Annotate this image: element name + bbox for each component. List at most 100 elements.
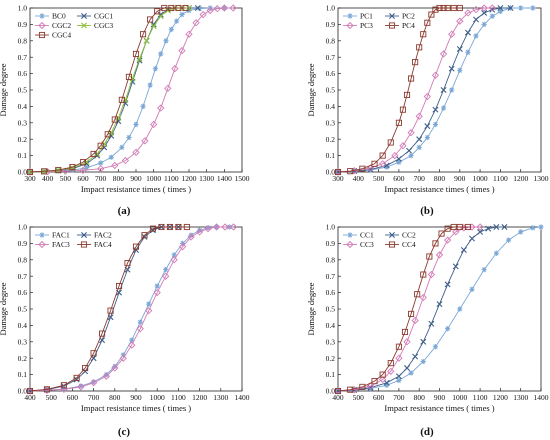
- data-point-FAC3: [89, 379, 98, 387]
- data-point-CC4: [334, 387, 342, 395]
- data-point-CC1: [538, 224, 544, 230]
- panel-label: (c): [118, 426, 131, 438]
- x-tick-label: 500: [373, 174, 385, 183]
- data-point-CGC2: [185, 30, 193, 38]
- data-point-CGC1: [136, 57, 143, 64]
- legend-label-FAC1: FAC1: [52, 231, 70, 240]
- y-tick-label: 0.1: [18, 151, 28, 160]
- x-tick-label: 1300: [213, 393, 228, 402]
- y-tick-label: 0.4: [326, 102, 336, 111]
- legend-swatch-marker-PC3: [346, 21, 354, 30]
- data-point-CC2: [460, 246, 467, 253]
- y-tick-label: 0.3: [18, 118, 28, 127]
- data-point-PC4: [347, 168, 354, 175]
- x-tick-label: 1400: [534, 393, 549, 402]
- data-point-PC3: [480, 4, 488, 12]
- data-point-FAC1: [163, 267, 169, 273]
- data-point-CGC4: [161, 4, 168, 12]
- data-point-CGC2: [164, 84, 172, 92]
- x-tick-label: 1000: [150, 393, 165, 402]
- y-tick-label: 1.0: [326, 4, 336, 13]
- data-point-FAC3: [102, 372, 110, 380]
- data-point-PC4: [416, 44, 423, 51]
- y-tick-label: 0.7: [18, 272, 28, 281]
- data-point-PC1: [489, 13, 495, 19]
- legend-swatch-marker-PC4: [388, 22, 396, 29]
- data-point-FAC3: [170, 256, 178, 264]
- data-point-BC0: [152, 66, 159, 72]
- data-point-CC2: [420, 338, 427, 345]
- data-point-BC0: [140, 103, 146, 109]
- x-tick-label: 700: [414, 174, 426, 183]
- data-point-PC2: [406, 147, 413, 154]
- data-point-CGC4: [55, 166, 62, 174]
- data-point-PC3: [464, 9, 472, 17]
- data-point-FAC4: [115, 282, 123, 290]
- series-line-FAC2: [29, 226, 179, 392]
- y-tick-label: 0.0: [18, 168, 28, 177]
- series-FAC3: [26, 223, 238, 395]
- x-tick-label: 400: [332, 393, 344, 402]
- x-tick-label: 700: [88, 393, 100, 402]
- legend-swatch-marker-FAC3: [38, 240, 46, 249]
- series-FAC1: [27, 224, 232, 394]
- x-tick-label: 400: [24, 393, 36, 402]
- data-point-FAC3: [77, 383, 85, 391]
- x-tick-label: 700: [95, 174, 107, 183]
- x-tick-label: 1300: [534, 174, 549, 183]
- data-point-CC1: [408, 370, 414, 376]
- legend-label-FAC3: FAC3: [52, 240, 70, 249]
- data-point-CC2: [412, 353, 419, 360]
- data-point-PC4: [440, 4, 447, 12]
- data-point-PC3: [379, 160, 387, 168]
- x-tick-label: 600: [393, 174, 405, 183]
- data-point-PC1: [530, 5, 536, 11]
- panel-label: (a): [118, 205, 131, 217]
- data-point-PC4: [432, 6, 439, 13]
- data-point-CC4: [414, 291, 421, 298]
- y-tick-label: 0.9: [18, 239, 28, 248]
- x-tick-label: 1300: [199, 174, 214, 183]
- series-line-CC4: [337, 226, 468, 392]
- legend-swatch-marker-FAC4: [80, 241, 88, 248]
- series-PC3: [334, 4, 496, 176]
- data-point-PC4: [428, 11, 435, 18]
- data-point-BC0: [126, 134, 132, 141]
- data-point-CGC4: [154, 8, 161, 15]
- y-tick-label: 0.1: [326, 151, 336, 160]
- series-line-CC2: [337, 226, 505, 392]
- x-tick-label: 1000: [473, 174, 488, 183]
- data-point-CGC1: [194, 5, 201, 11]
- y-tick-label: 0.7: [326, 272, 336, 281]
- data-point-CGC3: [115, 114, 122, 121]
- y-tick-label: 1.0: [18, 223, 28, 232]
- data-point-CC3: [419, 293, 427, 302]
- data-point-CC4: [426, 253, 433, 260]
- y-tick-label: 0.1: [326, 370, 336, 379]
- legend: FAC1 FAC2 FAC3 FAC4: [35, 231, 112, 249]
- data-point-PC3: [448, 30, 456, 38]
- series-CC1: [335, 224, 544, 394]
- data-point-BC0: [158, 51, 164, 57]
- series-line-PC4: [337, 7, 460, 173]
- data-point-FAC2: [133, 246, 139, 253]
- series-CGC2: [26, 4, 237, 176]
- y-tick-label: 0.0: [326, 387, 336, 396]
- data-point-PC4: [403, 91, 411, 98]
- x-tick-label: 1100: [473, 393, 488, 402]
- y-tick-label: 0.2: [326, 135, 336, 144]
- legend-swatch-marker-BC0: [39, 13, 45, 19]
- data-point-PC2: [464, 29, 471, 36]
- data-point-CC2: [404, 365, 411, 372]
- data-point-PC1: [432, 121, 439, 128]
- legend-label-CGC1: CGC1: [94, 12, 113, 21]
- legend-label-CGC4: CGC4: [52, 31, 71, 40]
- data-point-CC1: [518, 229, 524, 235]
- data-point-FAC3: [128, 341, 136, 349]
- data-point-PC3: [407, 129, 415, 137]
- data-point-FAC1: [103, 372, 109, 378]
- x-tick-label: 900: [434, 393, 446, 402]
- x-tick-label: 1000: [146, 174, 161, 183]
- legend-swatch-marker-FAC1: [39, 232, 45, 238]
- data-point-CC4: [420, 271, 427, 278]
